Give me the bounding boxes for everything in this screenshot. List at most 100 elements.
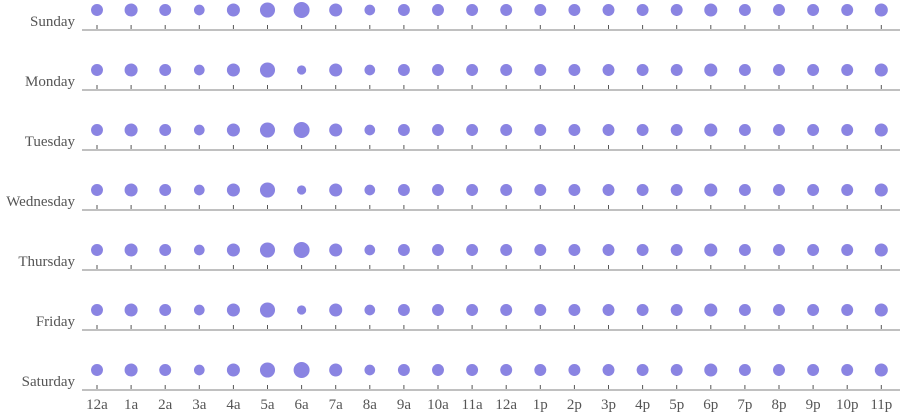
day-label: Monday — [25, 74, 75, 90]
activity-dot — [259, 242, 276, 258]
hour-label: 6a — [295, 397, 310, 413]
hour-label: 5p — [669, 397, 684, 413]
activity-dot — [466, 64, 479, 76]
hour-label: 6p — [703, 397, 718, 413]
activity-dot — [738, 4, 751, 16]
activity-dot — [773, 304, 785, 316]
activity-dot — [841, 64, 854, 76]
activity-dot — [874, 123, 888, 137]
activity-dot — [91, 124, 103, 136]
activity-dot — [329, 3, 343, 17]
hour-label: 2a — [158, 397, 173, 413]
activity-dot — [364, 124, 376, 136]
activity-dot — [466, 244, 479, 256]
activity-dot — [773, 124, 785, 136]
activity-dot — [670, 244, 683, 256]
hour-label: 3a — [192, 397, 207, 413]
activity-dot — [670, 124, 683, 136]
hour-label: 11a — [462, 397, 483, 413]
activity-dot — [159, 304, 172, 316]
activity-dot — [432, 64, 444, 76]
activity-dot — [329, 243, 343, 257]
activity-dot — [602, 184, 615, 196]
activity-dot — [602, 4, 615, 16]
activity-dot — [807, 304, 820, 316]
activity-dot — [773, 4, 785, 16]
hour-label: 5a — [260, 397, 275, 413]
activity-dot — [364, 4, 376, 16]
activity-dot — [670, 364, 683, 376]
activity-dot — [738, 64, 751, 76]
activity-dot — [329, 363, 343, 377]
activity-dot — [364, 244, 376, 256]
activity-dot — [91, 4, 103, 16]
activity-dot — [293, 242, 310, 258]
activity-dot — [226, 363, 240, 377]
activity-dot — [259, 62, 276, 78]
activity-dot — [397, 364, 410, 376]
activity-dot — [91, 304, 103, 316]
activity-dot — [329, 123, 343, 137]
activity-dot — [841, 4, 854, 16]
activity-dot — [432, 364, 444, 376]
day-label: Tuesday — [25, 134, 76, 150]
day-label: Sunday — [30, 14, 76, 30]
activity-dot — [704, 243, 718, 257]
activity-dot — [636, 124, 649, 136]
activity-dot — [704, 63, 718, 77]
activity-dot — [670, 4, 683, 16]
activity-dot — [124, 3, 138, 17]
activity-dot — [841, 304, 854, 316]
activity-dot — [124, 303, 138, 317]
activity-dot — [159, 184, 172, 196]
activity-dot — [364, 364, 376, 376]
activity-dot — [364, 184, 376, 196]
hour-label: 9p — [806, 397, 821, 413]
activity-dot — [500, 64, 513, 76]
activity-dot — [329, 63, 343, 77]
activity-dot — [500, 124, 513, 136]
activity-dot — [193, 4, 205, 16]
activity-dot — [293, 122, 310, 138]
activity-dot — [193, 304, 205, 316]
activity-dot — [259, 2, 276, 18]
activity-dot — [124, 63, 138, 77]
activity-dot — [534, 184, 547, 196]
activity-dot — [738, 304, 751, 316]
hour-label: 4p — [635, 397, 650, 413]
activity-dot — [568, 244, 581, 256]
activity-dot — [91, 64, 103, 76]
activity-dot — [259, 182, 276, 198]
activity-dot — [159, 244, 172, 256]
activity-dot — [568, 4, 581, 16]
activity-dot — [773, 364, 785, 376]
activity-dot — [670, 184, 683, 196]
day-row: Saturday — [22, 362, 900, 391]
activity-dot — [738, 184, 751, 196]
activity-dot — [874, 303, 888, 317]
activity-dot — [874, 183, 888, 197]
activity-dot — [364, 304, 376, 316]
activity-dot — [636, 304, 649, 316]
activity-dot — [124, 123, 138, 137]
activity-dot — [841, 364, 854, 376]
activity-dot — [602, 364, 615, 376]
activity-dot — [534, 244, 547, 256]
activity-dot — [91, 184, 103, 196]
activity-dot — [296, 305, 307, 315]
activity-dot — [568, 304, 581, 316]
hour-label: 2p — [567, 397, 582, 413]
activity-dot — [91, 364, 103, 376]
hour-label: 9a — [397, 397, 412, 413]
activity-dot — [807, 4, 820, 16]
activity-dot — [704, 3, 718, 17]
activity-dot — [773, 184, 785, 196]
activity-dot — [397, 184, 410, 196]
activity-dot — [226, 3, 240, 17]
activity-dot — [193, 364, 205, 376]
activity-dot — [773, 244, 785, 256]
hour-label: 11p — [870, 397, 892, 413]
activity-dot — [704, 363, 718, 377]
activity-dot — [293, 2, 310, 18]
hour-label: 10a — [427, 397, 449, 413]
